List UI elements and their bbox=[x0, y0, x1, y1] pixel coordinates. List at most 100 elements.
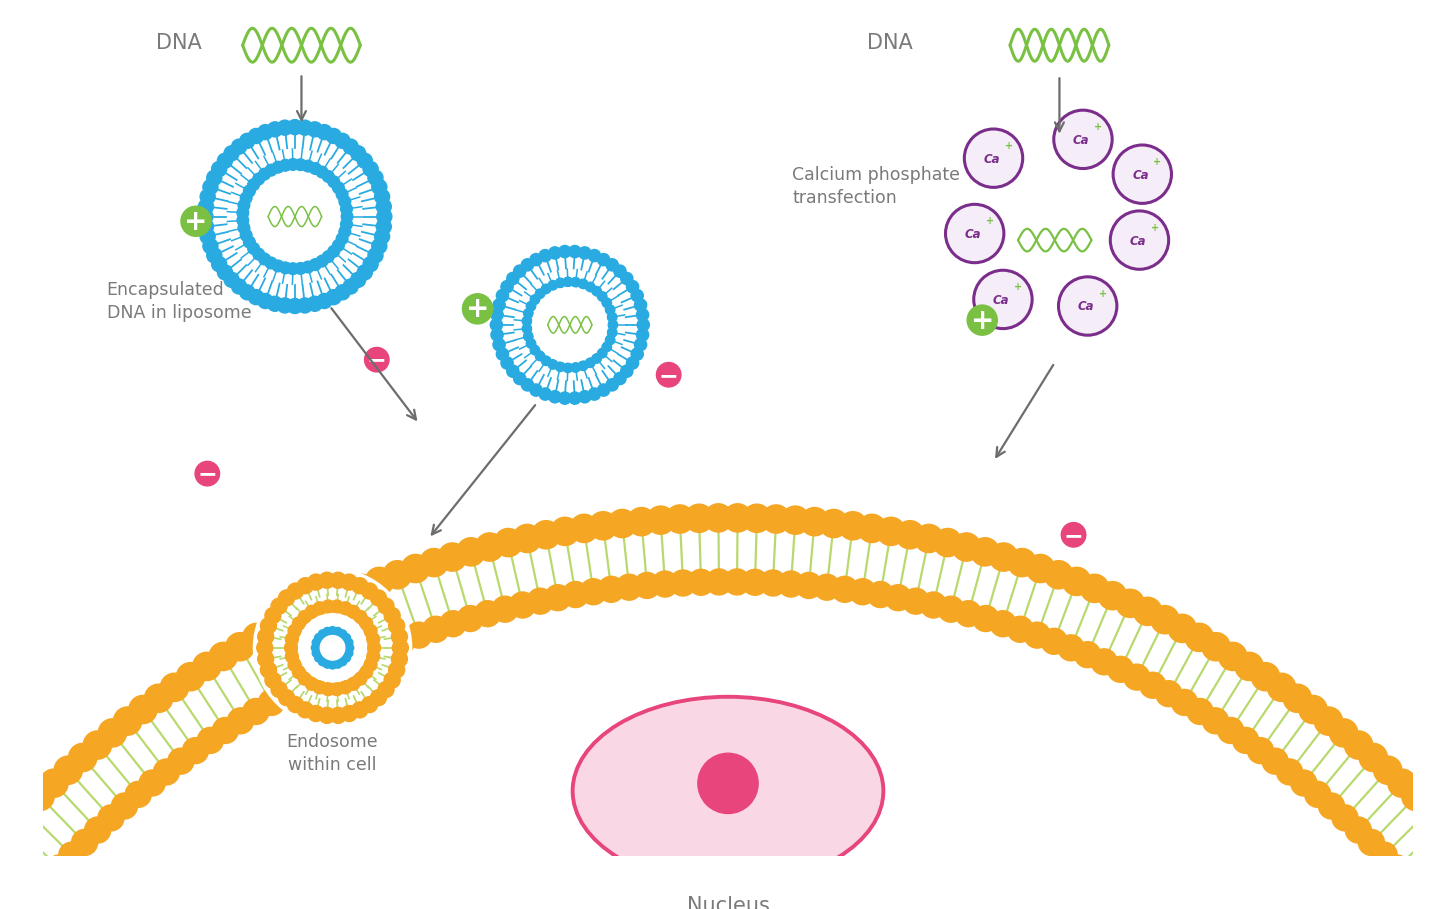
Circle shape bbox=[47, 855, 73, 881]
Circle shape bbox=[1262, 748, 1289, 774]
Circle shape bbox=[258, 651, 274, 667]
Circle shape bbox=[198, 219, 214, 235]
Circle shape bbox=[297, 120, 313, 135]
Circle shape bbox=[952, 533, 980, 561]
Circle shape bbox=[1059, 277, 1117, 335]
Circle shape bbox=[379, 598, 395, 614]
Circle shape bbox=[620, 273, 633, 285]
Circle shape bbox=[549, 247, 561, 259]
Circle shape bbox=[328, 245, 339, 257]
Circle shape bbox=[973, 605, 999, 632]
Circle shape bbox=[1344, 731, 1373, 759]
Circle shape bbox=[609, 509, 636, 537]
Circle shape bbox=[1091, 649, 1117, 674]
Circle shape bbox=[530, 345, 540, 355]
Circle shape bbox=[211, 162, 227, 176]
Circle shape bbox=[571, 363, 581, 373]
Circle shape bbox=[609, 320, 617, 330]
Circle shape bbox=[258, 294, 272, 308]
Circle shape bbox=[294, 263, 306, 275]
Circle shape bbox=[294, 597, 322, 625]
Circle shape bbox=[457, 605, 483, 632]
Circle shape bbox=[288, 624, 301, 637]
Circle shape bbox=[657, 363, 681, 387]
Circle shape bbox=[814, 574, 840, 600]
Circle shape bbox=[559, 392, 571, 405]
Circle shape bbox=[1233, 727, 1258, 754]
Circle shape bbox=[530, 254, 542, 265]
Circle shape bbox=[1140, 673, 1166, 698]
Circle shape bbox=[198, 209, 213, 225]
Circle shape bbox=[376, 219, 392, 235]
Circle shape bbox=[885, 584, 911, 611]
Circle shape bbox=[202, 179, 218, 195]
Circle shape bbox=[820, 509, 847, 537]
Circle shape bbox=[256, 640, 272, 655]
Circle shape bbox=[284, 641, 297, 654]
Circle shape bbox=[581, 579, 606, 604]
Circle shape bbox=[1358, 829, 1385, 855]
Circle shape bbox=[217, 154, 233, 168]
Circle shape bbox=[357, 265, 373, 280]
Circle shape bbox=[312, 589, 341, 617]
Circle shape bbox=[303, 261, 314, 273]
Circle shape bbox=[494, 299, 505, 311]
Circle shape bbox=[10, 895, 36, 909]
Circle shape bbox=[724, 569, 750, 594]
Circle shape bbox=[850, 579, 875, 604]
Circle shape bbox=[140, 770, 165, 796]
Circle shape bbox=[389, 628, 415, 654]
Circle shape bbox=[199, 189, 215, 205]
Circle shape bbox=[578, 279, 588, 289]
Circle shape bbox=[597, 384, 610, 396]
Circle shape bbox=[392, 640, 408, 655]
Circle shape bbox=[1428, 810, 1456, 838]
Circle shape bbox=[496, 348, 508, 360]
Circle shape bbox=[271, 598, 287, 614]
Circle shape bbox=[313, 602, 326, 615]
Circle shape bbox=[306, 664, 332, 690]
Circle shape bbox=[724, 504, 751, 532]
Circle shape bbox=[569, 514, 598, 543]
Circle shape bbox=[341, 211, 352, 223]
Circle shape bbox=[176, 663, 205, 691]
Circle shape bbox=[549, 391, 561, 403]
Circle shape bbox=[319, 657, 326, 665]
Circle shape bbox=[526, 302, 536, 311]
Circle shape bbox=[376, 199, 392, 215]
Circle shape bbox=[287, 696, 303, 713]
Circle shape bbox=[1217, 717, 1243, 744]
Circle shape bbox=[345, 644, 354, 652]
Circle shape bbox=[920, 592, 946, 618]
Circle shape bbox=[285, 650, 298, 663]
Circle shape bbox=[383, 561, 412, 589]
Circle shape bbox=[335, 134, 349, 148]
Circle shape bbox=[160, 674, 189, 702]
Circle shape bbox=[542, 356, 550, 365]
Circle shape bbox=[550, 517, 579, 545]
Circle shape bbox=[314, 634, 323, 642]
Circle shape bbox=[895, 521, 925, 549]
Circle shape bbox=[422, 616, 448, 643]
Circle shape bbox=[1203, 633, 1230, 661]
Circle shape bbox=[457, 538, 485, 566]
Circle shape bbox=[83, 731, 112, 759]
Circle shape bbox=[697, 754, 759, 814]
Text: DNA: DNA bbox=[156, 34, 201, 54]
Text: Ca: Ca bbox=[964, 228, 981, 241]
Circle shape bbox=[319, 630, 326, 638]
Circle shape bbox=[195, 462, 220, 485]
Circle shape bbox=[332, 182, 344, 194]
Circle shape bbox=[606, 305, 614, 315]
Circle shape bbox=[298, 614, 367, 682]
Circle shape bbox=[182, 737, 208, 764]
Circle shape bbox=[39, 769, 68, 797]
Circle shape bbox=[514, 265, 526, 277]
Circle shape bbox=[322, 683, 335, 695]
Circle shape bbox=[389, 618, 405, 634]
Circle shape bbox=[607, 328, 617, 337]
Circle shape bbox=[298, 672, 312, 685]
Circle shape bbox=[357, 154, 373, 168]
Circle shape bbox=[12, 796, 41, 824]
Circle shape bbox=[571, 277, 581, 287]
